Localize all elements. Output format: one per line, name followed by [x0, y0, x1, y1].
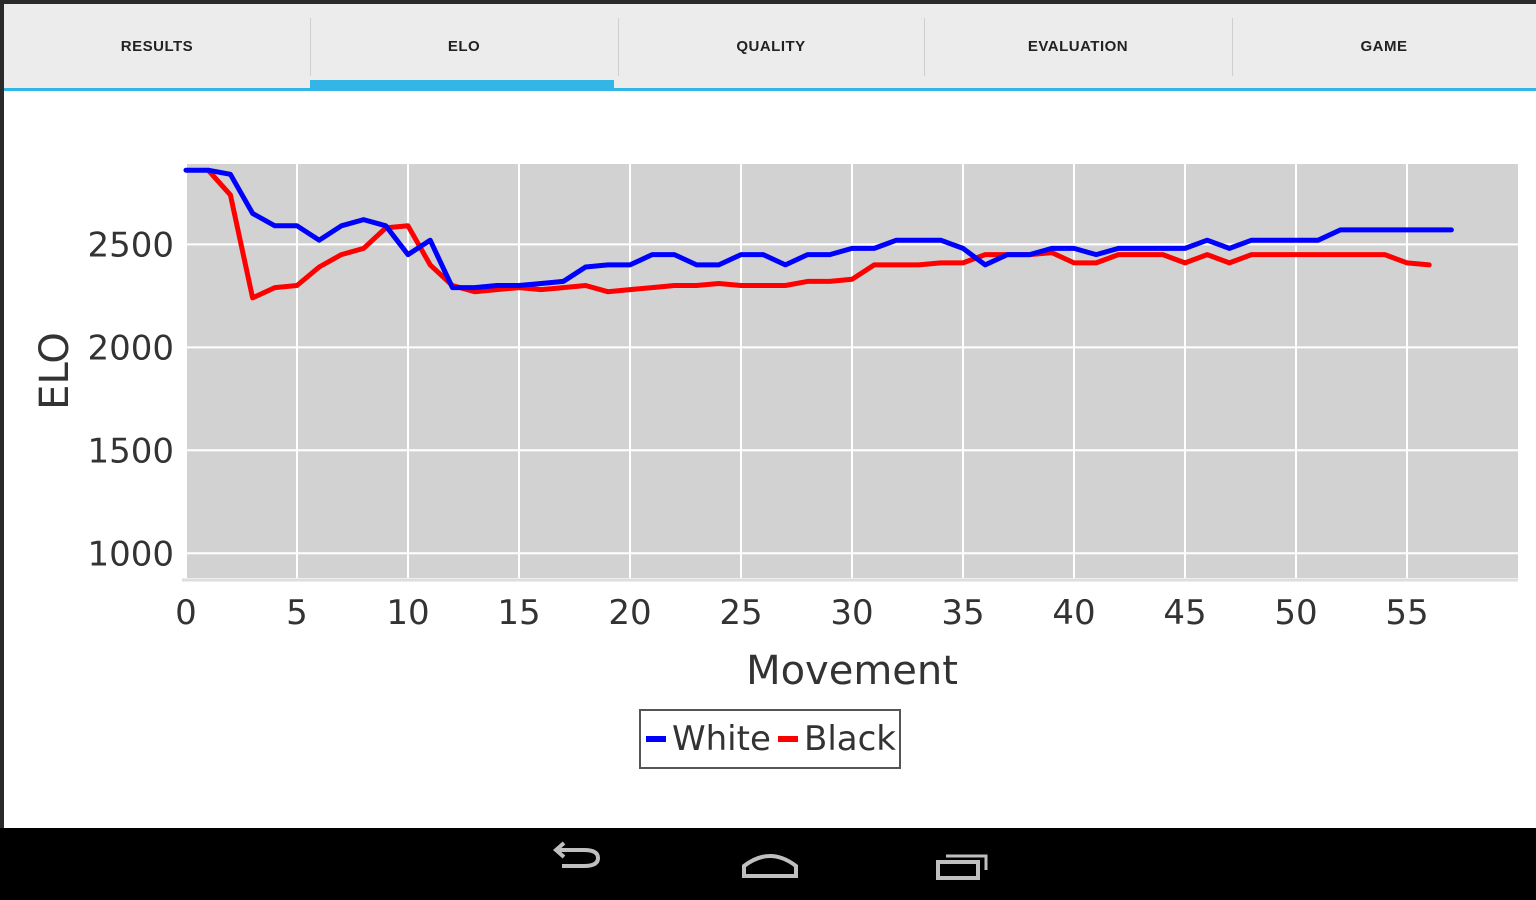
tab-evaluation[interactable]: EVALUATION	[1027, 37, 1129, 55]
series-line-white	[183, 167, 1454, 291]
tab-results[interactable]: RESULTS	[120, 37, 194, 55]
x-tick-label: 10	[386, 593, 429, 633]
tab-divider	[1232, 18, 1233, 76]
recent-apps-icon	[936, 854, 988, 880]
y-tick-label: 1000	[87, 534, 174, 574]
system-nav-bar	[0, 828, 1536, 900]
y-axis-title: ELO	[32, 332, 78, 410]
tab-divider	[618, 18, 619, 76]
tab-game[interactable]: GAME	[1360, 37, 1408, 55]
x-tick-label: 25	[719, 593, 762, 633]
legend-label-white: White	[672, 719, 771, 759]
back-button[interactable]	[518, 828, 638, 900]
series-line-black	[205, 167, 1432, 301]
x-tick-label: 45	[1163, 593, 1206, 633]
x-tick-label: 15	[497, 593, 540, 633]
selected-tab-indicator	[310, 80, 614, 88]
back-icon	[552, 841, 601, 868]
app-window: RESULTS ELO QUALITY EVALUATION GAME 0 5 10…	[4, 4, 1536, 828]
x-tick-label: 35	[941, 593, 984, 633]
x-tick-label: 50	[1274, 593, 1317, 633]
x-tick-label: 5	[286, 593, 308, 633]
tab-elo[interactable]: ELO	[447, 37, 481, 55]
home-button[interactable]	[710, 828, 830, 900]
y-tick-label: 2000	[87, 328, 174, 368]
x-tick-label: 40	[1052, 593, 1095, 633]
x-tick-label: 55	[1385, 593, 1428, 633]
legend-box	[639, 709, 901, 769]
x-tick-label: 30	[830, 593, 873, 633]
x-tick-label: 20	[608, 593, 651, 633]
tab-bar: RESULTS ELO QUALITY EVALUATION GAME	[4, 4, 1536, 91]
tab-divider	[310, 18, 311, 76]
y-tick-label: 2500	[87, 225, 174, 265]
legend-label-black: Black	[804, 719, 896, 759]
elo-chart-svg: 0 5 10 15 20 25 30 35 40 45 50 55 1000 1500 2000 2500 Mo…	[32, 164, 1518, 769]
tab-quality[interactable]: QUALITY	[736, 37, 806, 55]
home-icon	[742, 854, 798, 878]
y-tick-label: 1500	[87, 431, 174, 471]
tab-divider	[924, 18, 925, 76]
x-tick-label: 0	[175, 593, 197, 633]
recent-apps-button[interactable]	[902, 828, 1022, 900]
elo-chart: 0 5 10 15 20 25 30 35 40 45 50 55 1000 1500 2000 2500 Mo…	[4, 104, 1536, 828]
x-axis-title: Movement	[746, 648, 958, 694]
